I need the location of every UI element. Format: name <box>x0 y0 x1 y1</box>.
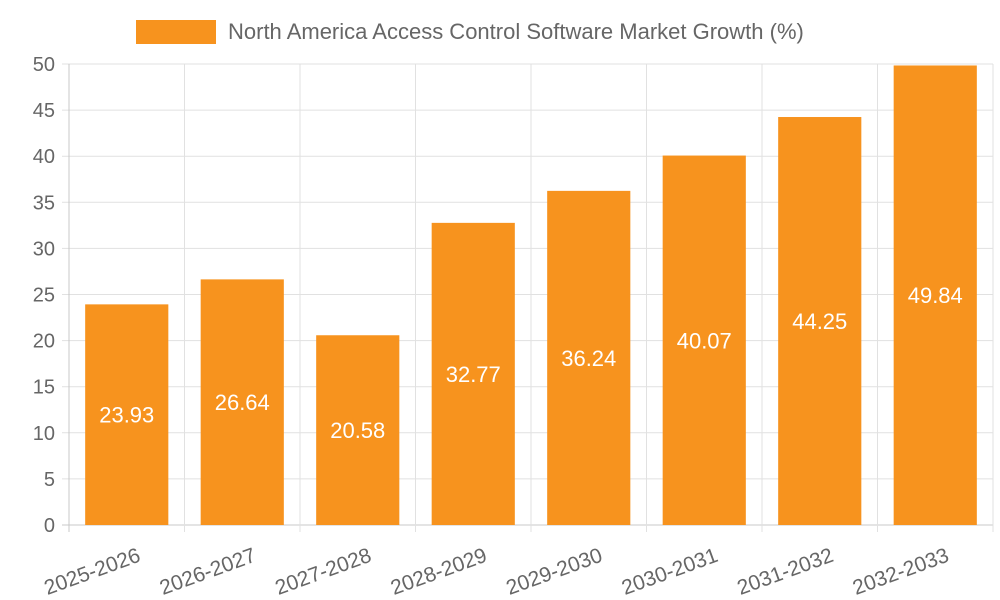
x-tick-label: 2027-2028 <box>272 544 374 600</box>
y-tick-label: 20 <box>33 331 55 353</box>
y-tick-label: 50 <box>33 54 55 76</box>
bar[interactable] <box>431 222 515 525</box>
y-tick-label: 5 <box>44 469 55 491</box>
x-tick-label: 2029-2030 <box>503 544 605 600</box>
data-labels: 23.93 26.64 20.58 32.77 36.24 40.07 44.25 49.84 <box>99 283 963 443</box>
data-label: 26.64 <box>215 390 270 415</box>
x-tick-label: 2030-2031 <box>619 544 721 600</box>
legend[interactable]: North America Access Control Software Ma… <box>136 19 804 44</box>
x-tick-label: 2028-2029 <box>388 544 490 600</box>
data-label: 40.07 <box>677 328 732 353</box>
data-label: 20.58 <box>330 418 385 443</box>
y-tick-label: 30 <box>33 238 55 260</box>
bar[interactable] <box>547 190 631 526</box>
y-axis-tick-labels: 0 5 10 15 20 25 30 35 40 45 50 <box>33 54 55 537</box>
bar[interactable] <box>316 335 400 525</box>
y-tick-label: 25 <box>33 285 55 307</box>
legend-label: North America Access Control Software Ma… <box>228 19 804 44</box>
data-label: 44.25 <box>792 309 847 334</box>
y-tick-label: 35 <box>33 192 55 214</box>
data-label: 32.77 <box>446 362 501 387</box>
bar[interactable] <box>778 117 862 525</box>
y-tick-label: 10 <box>33 423 55 445</box>
x-axis-tick-labels: 2025-2026 2026-2027 2027-2028 2028-2029 2029… <box>41 544 952 600</box>
x-tick-label: 2032-2033 <box>850 544 952 600</box>
data-label: 23.93 <box>99 403 154 428</box>
bars <box>85 65 977 526</box>
data-label: 36.24 <box>561 346 616 371</box>
y-tick-label: 40 <box>33 146 55 168</box>
x-tick-label: 2025-2026 <box>41 544 143 600</box>
bar[interactable] <box>200 279 284 525</box>
bar[interactable] <box>662 155 746 525</box>
x-tick-label: 2031-2032 <box>734 544 836 600</box>
bar[interactable] <box>85 304 169 525</box>
y-tick-label: 15 <box>33 377 55 399</box>
data-label: 49.84 <box>908 283 963 308</box>
bar[interactable] <box>893 65 977 526</box>
x-tick-label: 2026-2027 <box>157 544 259 600</box>
y-tick-label: 45 <box>33 100 55 122</box>
legend-swatch <box>136 20 216 44</box>
y-tick-label: 0 <box>44 515 55 537</box>
